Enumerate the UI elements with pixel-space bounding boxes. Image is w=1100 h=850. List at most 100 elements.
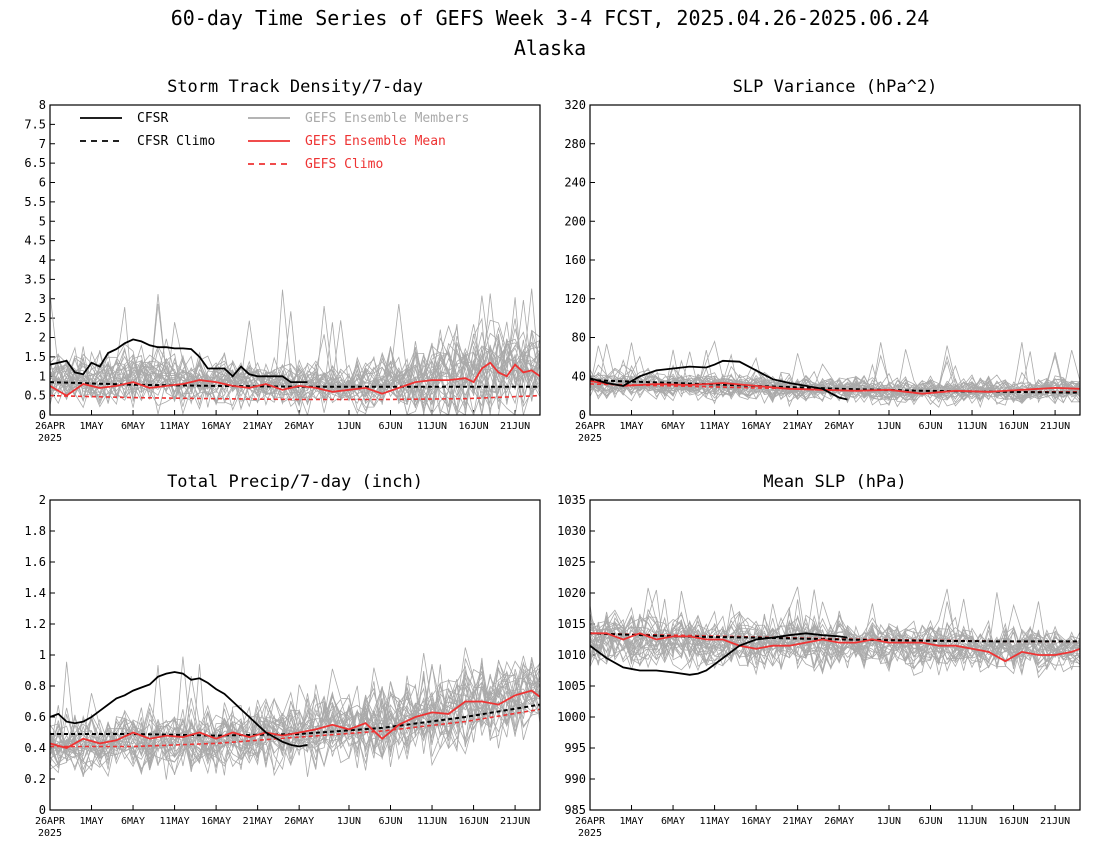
x-tick-label: 21MAY bbox=[783, 816, 813, 827]
ensemble-member-line bbox=[50, 326, 540, 415]
cfsr-line bbox=[590, 359, 848, 401]
x-tick-label: 11MAY bbox=[700, 421, 730, 432]
x-tick-label: 6MAY bbox=[121, 816, 145, 827]
ensemble-member-line bbox=[50, 321, 540, 415]
cfsr-climo-line bbox=[590, 379, 1080, 394]
x-tick-label: 16MAY bbox=[201, 421, 231, 432]
y-tick-label: 280 bbox=[564, 137, 586, 151]
x-tick-label: 21JUN bbox=[1040, 816, 1070, 827]
x-tick-label: 21JUN bbox=[500, 816, 530, 827]
x-tick-label: 16MAY bbox=[741, 421, 771, 432]
x-tick-label: 16JUN bbox=[459, 421, 489, 432]
x-tick-label: 6MAY bbox=[661, 816, 685, 827]
x-tick-label: 1MAY bbox=[619, 816, 643, 827]
x-tick-label: 21MAY bbox=[243, 816, 273, 827]
ensemble-member-line bbox=[50, 653, 540, 777]
x-tick-label: 11MAY bbox=[160, 421, 190, 432]
y-tick-label: 7.5 bbox=[24, 117, 46, 131]
x-tick-label: 6MAY bbox=[121, 421, 145, 432]
x-tick-label: 1MAY bbox=[79, 421, 103, 432]
ensemble-member-line bbox=[590, 613, 1080, 670]
x-tick-label: 16JUN bbox=[999, 421, 1029, 432]
ensemble-member-line bbox=[50, 665, 540, 771]
chart-title: Mean SLP (hPa) bbox=[763, 472, 906, 492]
y-tick-label: 3.5 bbox=[24, 272, 46, 286]
x-tick-label: 1MAY bbox=[79, 816, 103, 827]
x-tick-label: 6MAY bbox=[661, 421, 685, 432]
y-tick-label: 0.2 bbox=[24, 772, 46, 786]
ensemble-member-line bbox=[50, 668, 540, 777]
y-tick-label: 0 bbox=[579, 408, 586, 422]
y-tick-label: 160 bbox=[564, 253, 586, 267]
gefs-ensemble-mean-line bbox=[50, 361, 540, 397]
chart-panel: Total Precip/7-day (inch)00.20.40.60.811… bbox=[24, 472, 541, 839]
plot-frame bbox=[589, 104, 1081, 416]
x-tick-label: 6JUN bbox=[918, 421, 942, 432]
y-tick-label: 1.4 bbox=[24, 586, 46, 600]
x-tick-label: 26APR bbox=[35, 816, 66, 827]
ensemble-member-line bbox=[50, 664, 540, 776]
plot-frame bbox=[589, 499, 1081, 811]
plot-frame bbox=[49, 104, 541, 416]
y-tick-label: 6.5 bbox=[24, 156, 46, 170]
x-tick-label: 16MAY bbox=[741, 816, 771, 827]
x-year-label: 2025 bbox=[578, 433, 602, 444]
y-tick-label: 0 bbox=[39, 803, 46, 817]
cfsr-line bbox=[50, 338, 308, 384]
x-tick-label: 6JUN bbox=[918, 816, 942, 827]
y-tick-label: 8 bbox=[39, 98, 46, 112]
x-year-label: 2025 bbox=[38, 828, 62, 839]
cfsr-line bbox=[50, 671, 308, 748]
y-tick-label: 0.5 bbox=[24, 389, 46, 403]
y-tick-label: 6 bbox=[39, 176, 46, 190]
legend-cfsr-climo-label: CFSR Climo bbox=[137, 134, 215, 149]
y-tick-label: 995 bbox=[564, 741, 586, 755]
y-tick-label: 2 bbox=[39, 493, 46, 507]
x-tick-label: 21JUN bbox=[1040, 421, 1070, 432]
x-tick-label: 11JUN bbox=[957, 421, 987, 432]
ensemble-member-line bbox=[590, 345, 1080, 408]
y-tick-label: 5.5 bbox=[24, 195, 46, 209]
x-tick-label: 1MAY bbox=[619, 421, 643, 432]
chart-panel: Storm Track Density/7-day 0 0.5 1 1.5 2 2.5 3 3.… bbox=[24, 77, 541, 444]
x-tick-label: 11MAY bbox=[700, 816, 730, 827]
y-tick-label: 7 bbox=[39, 137, 46, 151]
x-tick-label: 26MAY bbox=[824, 816, 854, 827]
y-tick-label: 1010 bbox=[557, 648, 586, 662]
x-tick-label: 11JUN bbox=[957, 816, 987, 827]
y-tick-label: 2.5 bbox=[24, 311, 46, 325]
x-tick-label: 6JUN bbox=[378, 816, 402, 827]
y-tick-label: 1015 bbox=[557, 617, 586, 631]
y-tick-label: 0.8 bbox=[24, 679, 46, 693]
chart-panels: Storm Track Density/7-day 0 0.5 1 1.5 2 2.5 3 3.… bbox=[24, 77, 1081, 839]
y-tick-label: 1035 bbox=[557, 493, 586, 507]
ensemble-member-line bbox=[590, 342, 1080, 403]
chart-panel: Mean SLP (hPa) 985 990 995 1000 1005 1010 1015 1… bbox=[557, 472, 1081, 839]
gefs-ensemble-mean-line bbox=[590, 632, 1080, 663]
gefs-ensemble-mean-line bbox=[50, 689, 540, 749]
x-tick-label: 26MAY bbox=[284, 421, 314, 432]
cfsr-line bbox=[590, 632, 848, 676]
x-tick-label: 26MAY bbox=[284, 816, 314, 827]
y-tick-label: 4 bbox=[39, 253, 46, 267]
ensemble-member-line bbox=[50, 293, 540, 411]
ensemble-member-line bbox=[50, 320, 540, 407]
x-tick-label: 26APR bbox=[575, 421, 606, 432]
ensemble-member-line bbox=[590, 615, 1080, 673]
x-tick-label: 1JUN bbox=[337, 816, 361, 827]
y-tick-label: 5 bbox=[39, 214, 46, 228]
y-tick-label: 200 bbox=[564, 214, 586, 228]
ensemble-member-line bbox=[590, 369, 1080, 401]
ensemble-member-line bbox=[50, 306, 540, 415]
x-tick-label: 1JUN bbox=[337, 421, 361, 432]
y-tick-label: 1.2 bbox=[24, 617, 46, 631]
x-tick-label: 1JUN bbox=[877, 816, 901, 827]
y-tick-label: 0.4 bbox=[24, 741, 46, 755]
chart-title: SLP Variance (hPa^2) bbox=[733, 77, 938, 97]
y-tick-label: 2 bbox=[39, 331, 46, 345]
legend-ensemble-mean-label: GEFS Ensemble Mean bbox=[305, 134, 446, 149]
figure-title: 60-day Time Series of GEFS Week 3-4 FCST… bbox=[171, 6, 930, 30]
ensemble-member-line bbox=[50, 311, 540, 415]
x-tick-label: 21MAY bbox=[783, 421, 813, 432]
